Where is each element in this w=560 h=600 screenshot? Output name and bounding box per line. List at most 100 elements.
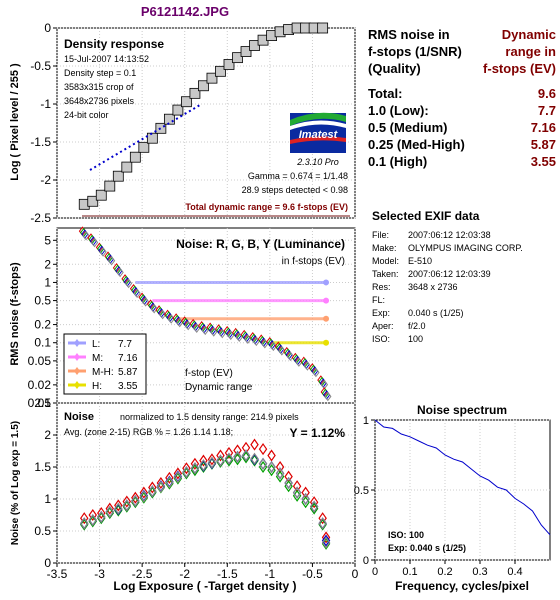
noise-avg: Avg. (zone 2-15) RGB % = 1.26 1.14 1.18;	[64, 427, 233, 437]
legend-value: 7.7	[118, 339, 132, 350]
noise-point	[182, 466, 191, 479]
density-point	[172, 104, 184, 116]
density-info-line: 24-bit color	[64, 110, 109, 120]
spectrum-xtick-label: 0.2	[437, 566, 452, 578]
noise-point	[105, 505, 115, 518]
noise-point	[80, 512, 89, 525]
rms-level-dot	[323, 279, 330, 286]
noise-xtick-label: 0	[352, 567, 359, 581]
density-gamma-line	[89, 104, 201, 171]
rms-point	[159, 309, 167, 320]
density-point	[232, 52, 243, 64]
rms-point	[201, 325, 209, 336]
density-point	[138, 141, 150, 153]
noise-point	[318, 518, 327, 531]
rms-level-dot	[323, 339, 330, 346]
exif-key: ISO:	[372, 334, 391, 344]
noise-point	[156, 476, 166, 490]
exif-key: Model:	[372, 256, 400, 266]
exif-value: OLYMPUS IMAGING CORP.	[408, 243, 523, 253]
noise-point	[267, 449, 276, 462]
noise-point	[80, 517, 89, 530]
legend-label: M-H:	[92, 367, 114, 378]
noise-point	[182, 467, 191, 480]
rms-ytick-label: 0.01	[28, 396, 52, 410]
exif-row: ISO: 100	[372, 333, 552, 346]
exif-title: Selected EXIF data	[372, 209, 480, 223]
exif-key: File:	[372, 230, 390, 240]
results-row-value: 3.55	[530, 154, 556, 169]
noise-point	[321, 536, 331, 549]
rms-point	[99, 247, 107, 257]
noise-point	[182, 462, 191, 475]
noise-point	[250, 454, 259, 467]
rms-point	[286, 351, 295, 362]
noise-point	[309, 496, 319, 509]
density-point	[215, 65, 226, 77]
results-header-line: f-stops (EV)	[483, 61, 556, 76]
density-ylabel: Log ( Pixel level / 255 )	[9, 63, 21, 181]
legend-label: H:	[92, 381, 102, 392]
rms-point	[142, 296, 150, 307]
noise-point	[139, 486, 149, 499]
noise-point	[267, 460, 276, 474]
exif-key: Res:	[372, 282, 391, 292]
rms-point	[303, 361, 312, 371]
noise-point	[309, 502, 319, 515]
density-total: Total dynamic range = 9.6 f-stops (EV)	[185, 202, 348, 212]
rms-ytick-label: 0.2	[34, 318, 51, 332]
spectrum-xtick-label: 0.4	[507, 566, 522, 578]
noise-xtick-label: -2	[179, 567, 190, 581]
logo-text: Imatest	[299, 129, 339, 141]
density-info-line: 15-Jul-2007 14:13:52	[64, 54, 149, 64]
rms-ytick-label: 2	[44, 257, 51, 271]
density-point	[121, 161, 133, 173]
density-point	[181, 96, 192, 108]
density-point	[189, 87, 201, 99]
noise-xtick-label: -1.5	[217, 567, 238, 581]
density-info-line: 3583x315 crop of	[64, 82, 134, 92]
rms-point	[150, 303, 158, 314]
density-point	[206, 72, 218, 84]
noise-point	[122, 495, 132, 508]
rms-subheading: in f-stops (EV)	[282, 256, 345, 267]
exif-row: Make: OLYMPUS IMAGING CORP.	[372, 242, 552, 255]
noise-xtick-label: -3	[94, 567, 105, 581]
results-row: Total: 9.6	[368, 86, 556, 103]
noise-point	[241, 449, 251, 462]
rms-point	[133, 288, 141, 299]
noise-point	[233, 450, 242, 463]
legend-label: M:	[92, 353, 103, 364]
noise-point	[114, 504, 123, 517]
density-info-line: Density step = 0.1	[64, 68, 136, 78]
exif-row: Exp: 0.040 s (1/25)	[372, 307, 552, 320]
noise-point	[199, 454, 208, 467]
noise-point	[131, 496, 140, 509]
noise-point	[216, 455, 225, 468]
noise-point	[105, 502, 115, 515]
results-row: 1.0 (Low): 7.7	[368, 103, 556, 120]
noise-xlabel: Log Exposure ( -Target density )	[113, 579, 296, 593]
density-point	[155, 122, 167, 134]
exif-row: Taken: 2007:06:12 12:03:39	[372, 268, 552, 281]
noise-point	[88, 515, 97, 528]
results-row-value: 5.87	[530, 137, 556, 152]
noise-point	[250, 438, 259, 451]
legend-marker	[74, 353, 80, 361]
noise-point	[318, 517, 327, 530]
noise-ylabel: Noise (% of Log exp = 1.5)	[10, 421, 21, 545]
rms-ytick-label: 0.1	[34, 336, 51, 350]
noise-ytick-label: 0	[44, 556, 51, 570]
noise-point	[173, 471, 183, 484]
noise-point	[190, 462, 200, 475]
noise-norm: normalized to 1.5 density range: 214.9 p…	[120, 412, 299, 422]
rms-point	[269, 341, 277, 352]
results-header-left: RMS noise in f-stops (1/SNR) (Quality)	[368, 26, 462, 77]
noise-point	[156, 480, 166, 493]
noise-point	[190, 457, 200, 470]
density-steps: 28.9 steps detected < 0.98	[242, 185, 348, 195]
rms-point	[278, 345, 286, 356]
exif-row: Res: 3648 x 2736	[372, 281, 552, 294]
noise-point	[88, 514, 97, 527]
